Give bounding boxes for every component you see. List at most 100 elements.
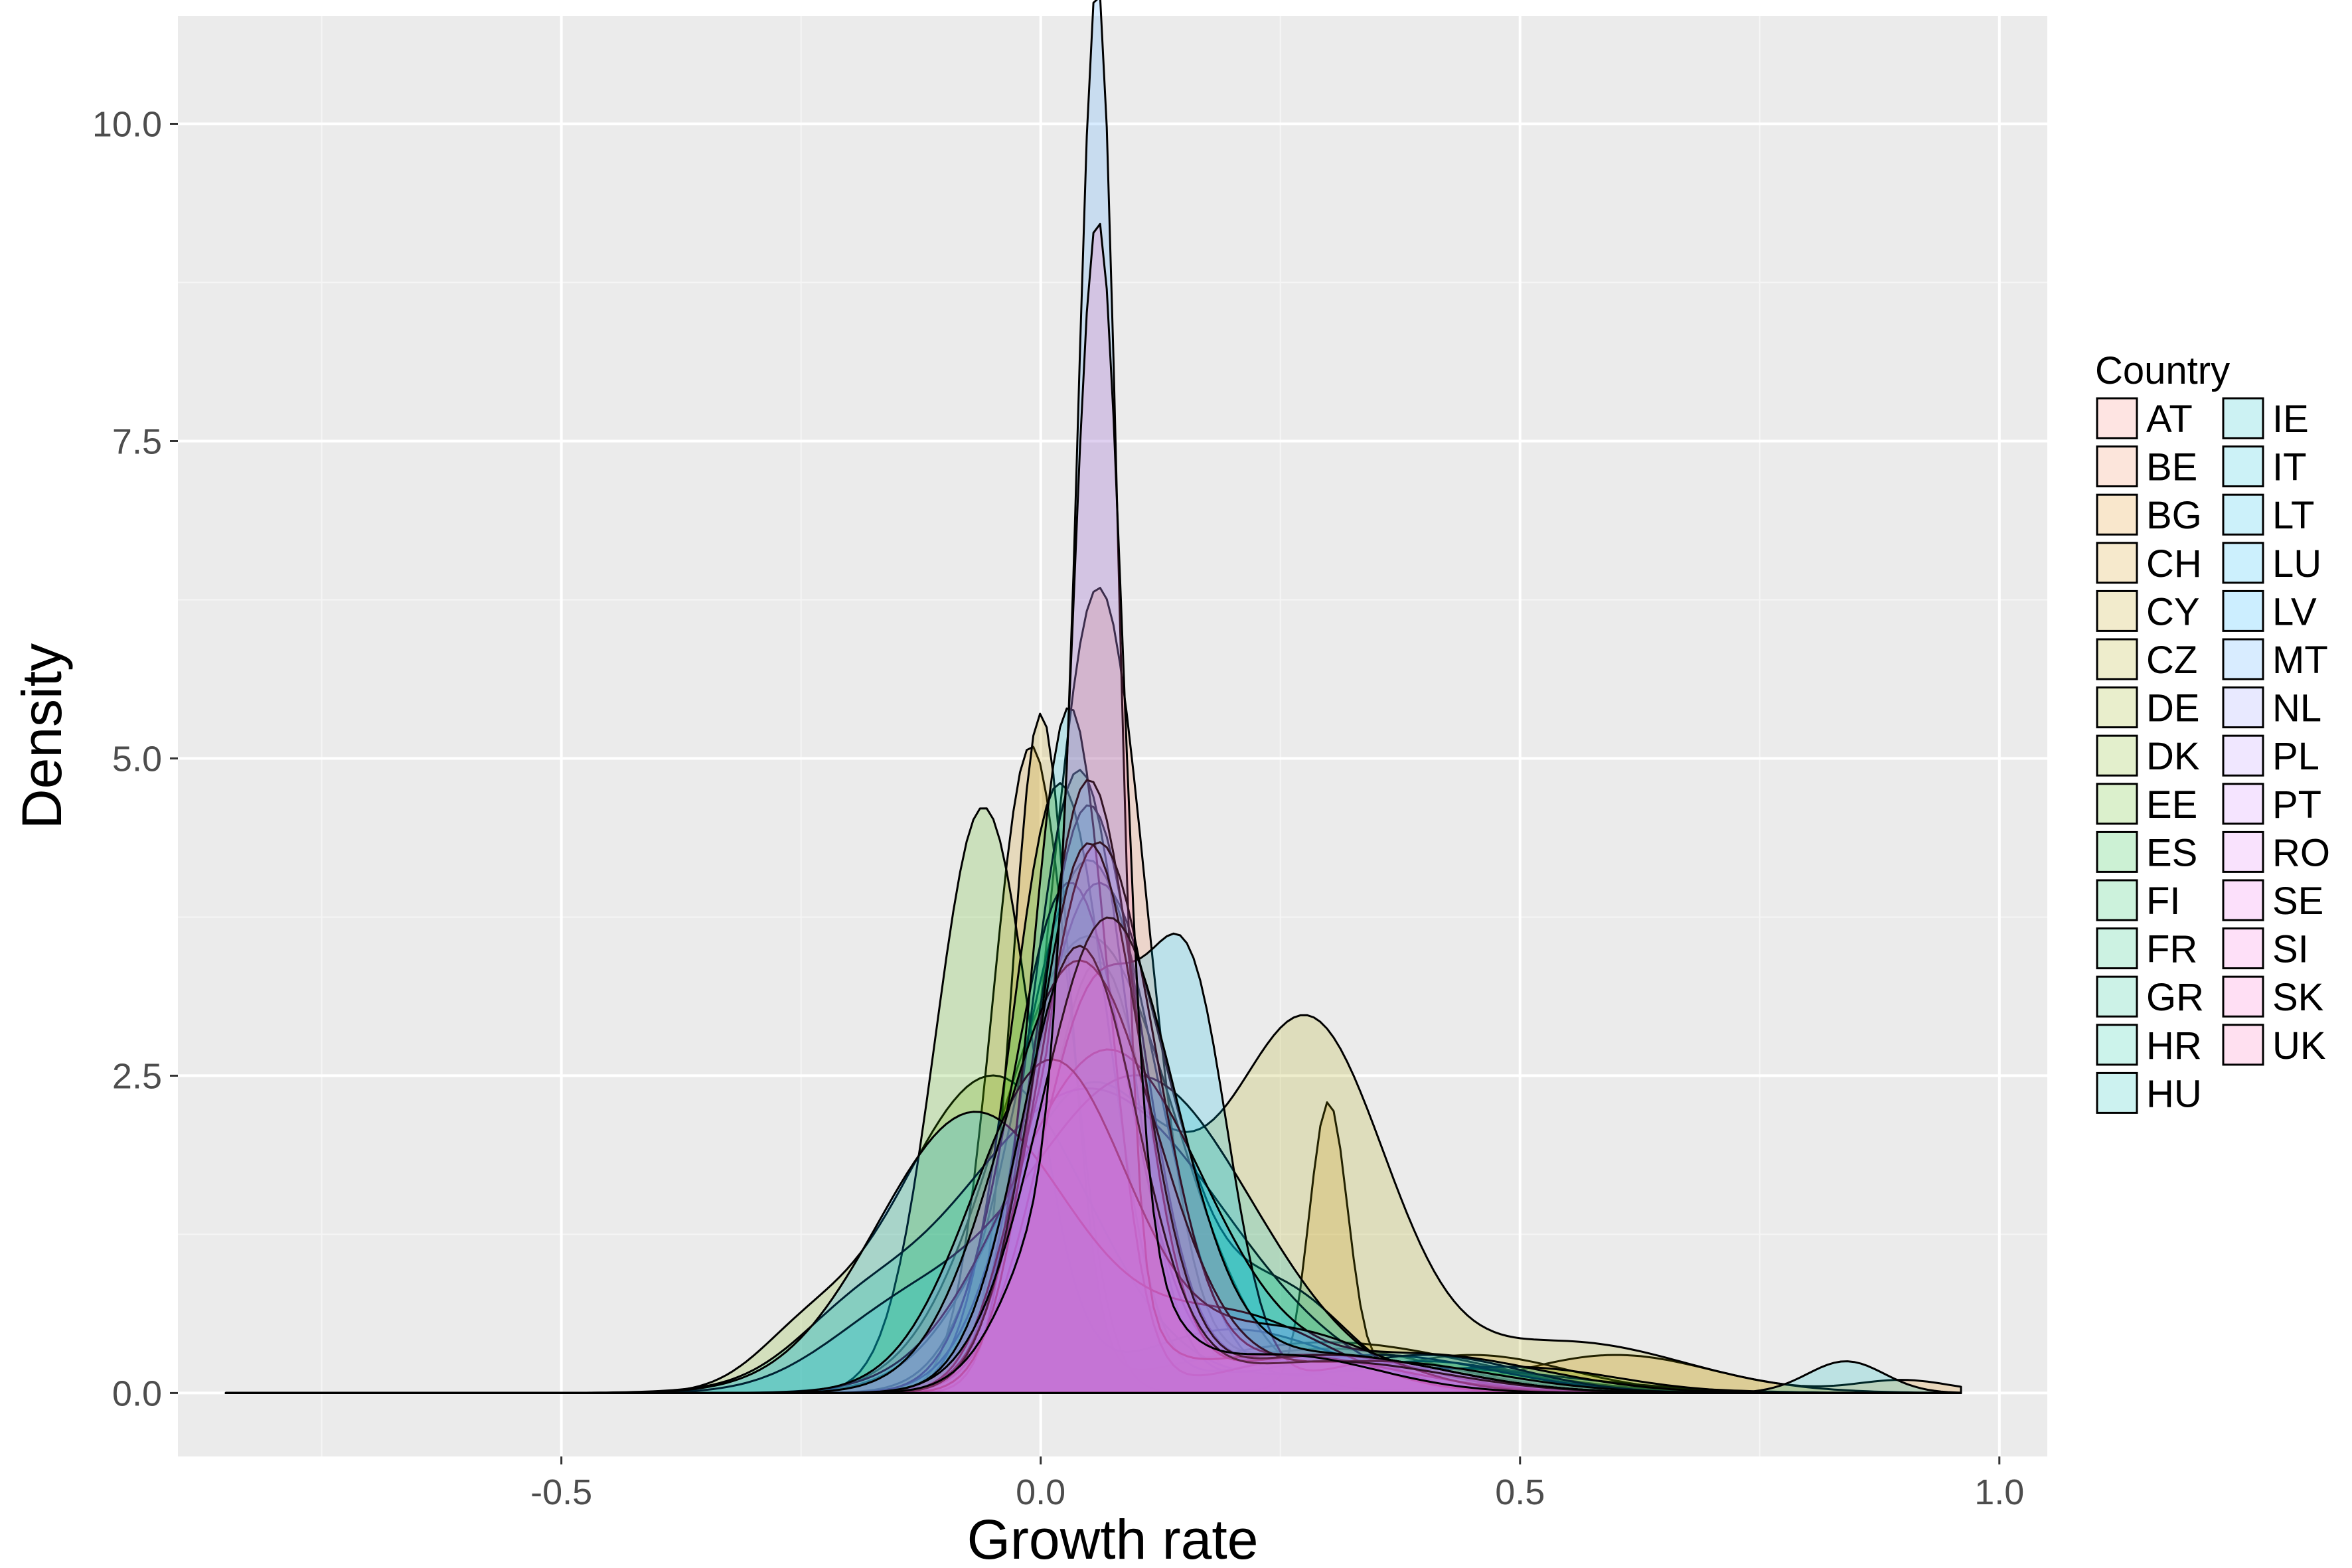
legend-key-bg (2096, 927, 2138, 970)
legend-swatch (2096, 879, 2138, 921)
legend-key-bg (2222, 879, 2264, 921)
density-area-uk (224, 222, 1962, 1394)
legend-label: LU (2272, 542, 2321, 586)
legend-swatch (2096, 542, 2138, 584)
legend-label: RO (2272, 831, 2330, 874)
legend-key-bg (2096, 638, 2138, 680)
legend-swatch (2096, 445, 2138, 488)
legend-item-ee: EE (2096, 782, 2197, 826)
legend-label: AT (2146, 398, 2193, 441)
y-tick-label: 7.5 (112, 422, 162, 461)
legend-label: EE (2146, 783, 2197, 826)
legend-swatch (2222, 397, 2264, 439)
legend-key-bg (2096, 397, 2138, 439)
legend-item-be: BE (2096, 445, 2197, 489)
legend-label: CY (2146, 590, 2200, 633)
legend-swatch (2222, 589, 2264, 632)
legend-key-bg (2222, 541, 2264, 584)
legend-item-bg: BG (2096, 493, 2202, 537)
legend-key-bg (2222, 493, 2264, 536)
legend-item-ch: CH (2096, 541, 2202, 586)
legend-swatch (2096, 830, 2138, 873)
legend-label: SK (2272, 976, 2324, 1019)
axis-ticks: -0.5 0.0 0.5 1.0 0.0 2.5 5.0 7.5 10.0 (92, 105, 2024, 1512)
x-tick-label: 1.0 (1974, 1472, 2024, 1512)
legend-swatch (2096, 638, 2138, 680)
legend-swatch (2222, 879, 2264, 921)
x-tick-label: -0.5 (530, 1472, 592, 1512)
legend-item-se: SE (2222, 879, 2323, 923)
legend-swatch (2096, 589, 2138, 632)
legend-key-bg (2222, 782, 2264, 825)
legend-item-de: DE (2096, 686, 2200, 730)
legend-label: LT (2272, 494, 2314, 537)
legend-label: HR (2146, 1024, 2202, 1067)
legend-title: Country (2095, 349, 2230, 392)
legend-key-bg (2222, 734, 2264, 777)
y-tick-label: 0.0 (112, 1373, 162, 1413)
legend-label: MT (2272, 639, 2328, 682)
legend-label: UK (2272, 1024, 2326, 1067)
legend-item-fr: FR (2096, 927, 2197, 971)
legend-key-bg (2096, 830, 2138, 874)
legend-swatch (2096, 397, 2138, 439)
legend-key-bg (2222, 589, 2264, 633)
legend-label: FR (2146, 928, 2197, 971)
legend-key-bg (2096, 734, 2138, 777)
legend-label: SE (2272, 880, 2323, 923)
legend-key-bg (2096, 541, 2138, 584)
legend-item-nl: NL (2222, 686, 2321, 730)
legend-label: IT (2272, 446, 2307, 489)
legend-label: DK (2146, 735, 2200, 778)
legend-item-lt: LT (2222, 493, 2314, 537)
legend-label: PL (2272, 735, 2319, 778)
legend-item-cy: CY (2096, 589, 2200, 633)
legend-item-dk: DK (2096, 734, 2200, 778)
legend-item-ro: RO (2222, 830, 2330, 874)
legend-label: SI (2272, 928, 2309, 971)
legend-label: CZ (2146, 639, 2197, 682)
legend-item-it: IT (2222, 445, 2307, 489)
legend-item-mt: MT (2222, 638, 2328, 682)
legend-swatch (2096, 975, 2138, 1018)
legend-swatch (2222, 445, 2264, 488)
legend-item-lv: LV (2222, 589, 2317, 633)
legend-swatch (2096, 493, 2138, 536)
legend-key-bg (2096, 1023, 2138, 1066)
legend-swatch (2222, 1024, 2264, 1066)
legend-key-bg (2096, 1071, 2138, 1115)
x-axis-title: Growth rate (967, 1508, 1259, 1568)
legend-key-bg (2096, 686, 2138, 729)
legend-key-bg (2222, 927, 2264, 970)
legend-label: ES (2146, 831, 2197, 874)
legend-swatch (2222, 542, 2264, 584)
legend-item-hr: HR (2096, 1023, 2202, 1067)
legend-key-bg (2096, 589, 2138, 633)
legend-key-bg (2222, 1023, 2264, 1066)
legend-item-es: ES (2096, 830, 2197, 874)
legend-label: HU (2146, 1072, 2202, 1115)
legend-swatch (2222, 830, 2264, 873)
x-tick-label: 0.0 (1016, 1472, 1065, 1512)
legend-label: IE (2272, 398, 2309, 441)
legend-label: PT (2272, 783, 2321, 826)
legend-swatch (2222, 686, 2264, 729)
legend-item-si: SI (2222, 927, 2309, 971)
legend-label: NL (2272, 687, 2321, 730)
legend-item-pl: PL (2222, 734, 2319, 778)
legend-item-cz: CZ (2096, 638, 2197, 682)
legend-key-bg (2096, 493, 2138, 536)
density-areas (224, 0, 1962, 1394)
legend-swatch (2096, 783, 2138, 825)
legend-label: CH (2146, 542, 2202, 586)
legend-label: GR (2146, 976, 2204, 1019)
legend-key-bg (2096, 445, 2138, 488)
legend-swatch (2096, 1024, 2138, 1066)
x-tick-label: 0.5 (1495, 1472, 1545, 1512)
grid-lines (178, 16, 2047, 1456)
legend-label: FI (2146, 880, 2181, 923)
legend-label: DE (2146, 687, 2200, 730)
y-tick-label: 10.0 (92, 105, 162, 145)
